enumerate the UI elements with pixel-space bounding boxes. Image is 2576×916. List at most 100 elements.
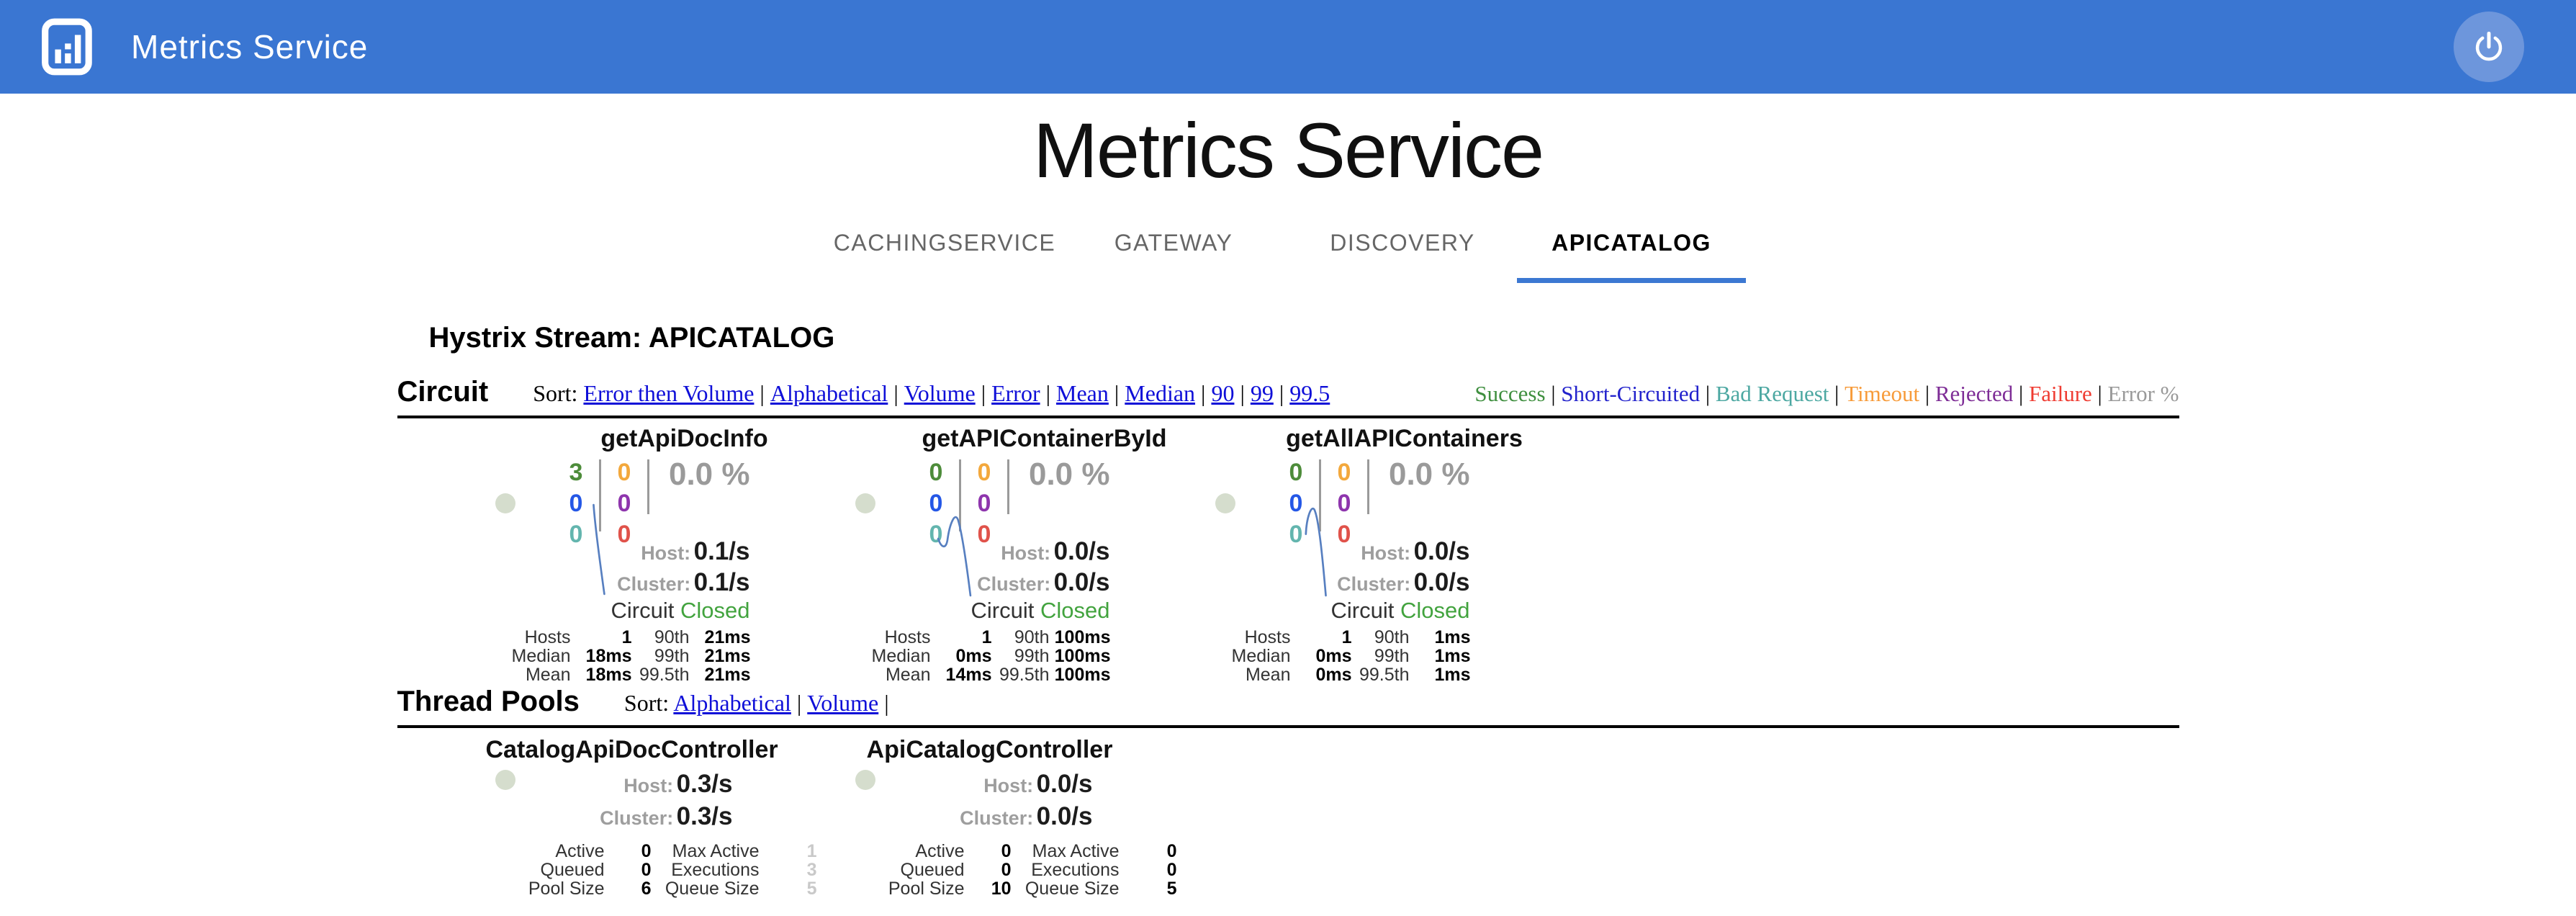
sort-link-volume[interactable]: Volume: [888, 380, 976, 406]
counter-divider: [1366, 459, 1369, 514]
failure-count: 0: [617, 521, 631, 548]
dashboard: Hystrix Stream: APICATALOG Circuit Sort:…: [397, 322, 2179, 898]
short-circuited-count: 0: [569, 490, 583, 517]
cluster-rate-value: 0.0/s: [1053, 568, 1110, 596]
legend-failure: Failure: [2013, 381, 2092, 406]
host-rate-value: 0.0/s: [1413, 537, 1470, 565]
circuit-section-header: Circuit Sort: Error then VolumeAlphabeti…: [397, 376, 2179, 408]
rejected-count: 0: [977, 490, 991, 517]
sort-link-99-5[interactable]: 99.5: [1274, 380, 1330, 406]
sort-link-error-then-volume[interactable]: Error then Volume: [583, 380, 755, 406]
thread-pool-section-title: Thread Pools: [397, 686, 580, 717]
legend-success: Success: [1474, 381, 1546, 406]
timeout-count: 0: [977, 459, 991, 486]
volume-circle: [495, 770, 515, 790]
cluster-rate-value: 0.3/s: [676, 802, 733, 830]
circuit-monitor-getallapicontainers: getAllAPIContainers 0 0 0 0 0 0 0.0 % Ho…: [1206, 424, 1537, 684]
circuit-status: Closed: [1400, 598, 1470, 623]
host-rate-line: Host: 0.1/s: [641, 537, 750, 565]
tab-gateway[interactable]: GATEWAY: [1114, 230, 1233, 256]
counter-divider: [598, 459, 601, 531]
page-title: Metrics Service: [1032, 107, 1544, 194]
host-rate-value: 0.1/s: [693, 537, 750, 565]
rejected-count: 0: [1337, 490, 1351, 517]
host-rate-value: 0.0/s: [1036, 770, 1093, 798]
host-rate-value: 0.3/s: [676, 770, 733, 798]
thread-pool-apicatalogcontroller: ApiCatalogController Host: 0.0/s Cluster…: [846, 735, 1177, 898]
sort-link-error[interactable]: Error: [976, 380, 1040, 406]
request-rate-sparkline: [592, 503, 605, 596]
success-count: 3: [569, 459, 583, 486]
counter-divider: [647, 459, 649, 514]
circuit-monitors: getApiDocInfo 3 0 0 0 0 0 0.0 % Host: 0.…: [486, 424, 2179, 684]
sort-link-mean[interactable]: Mean: [1040, 380, 1109, 406]
volume-circle: [855, 770, 875, 790]
volume-circle: [1215, 493, 1235, 513]
app-title: Metrics Service: [131, 28, 369, 66]
cluster-rate-line: Cluster: 0.0/s: [960, 802, 1093, 830]
cluster-rate-value: 0.1/s: [693, 568, 750, 596]
sort-link-volume[interactable]: Volume: [791, 690, 878, 716]
error-percentage: 0.0 %: [668, 457, 750, 492]
service-tabs: CACHINGSERVICE GATEWAY DISCOVERY APICATA…: [0, 230, 2576, 283]
counter-divider: [1006, 459, 1009, 514]
bad-request-count: 0: [1289, 521, 1303, 548]
counter-divider: [1318, 459, 1321, 531]
rejected-count: 0: [617, 490, 631, 517]
bad-request-count: 0: [569, 521, 583, 548]
cluster-rate-line: Cluster: 0.3/s: [600, 802, 733, 830]
tab-discovery[interactable]: DISCOVERY: [1330, 230, 1475, 256]
host-rate-line: Host: 0.0/s: [983, 770, 1093, 798]
thread-pool-monitors: CatalogApiDocController Host: 0.3/s Clus…: [486, 735, 2179, 898]
host-rate-value: 0.0/s: [1053, 537, 1110, 565]
power-button[interactable]: [2454, 12, 2524, 82]
thread-pool-sort-row: Sort: AlphabeticalVolume: [624, 690, 889, 717]
host-rate-line: Host: 0.3/s: [623, 770, 733, 798]
circuit-monitor-getapidocinfo: getApiDocInfo 3 0 0 0 0 0 0.0 % Host: 0.…: [486, 424, 817, 684]
sort-link-median[interactable]: Median: [1109, 380, 1195, 406]
circuit-name: getAllAPIContainers: [1286, 425, 1523, 452]
thread-pool-catalogapidoccontroller: CatalogApiDocController Host: 0.3/s Clus…: [486, 735, 817, 898]
thread-pool-name: ApiCatalogController: [866, 736, 1113, 763]
request-rate-sparkline: [1304, 507, 1327, 597]
counter-divider: [958, 459, 961, 531]
power-icon: [2475, 31, 2503, 61]
host-rate-line: Host: 0.0/s: [1001, 537, 1110, 565]
sort-link-alphabetical[interactable]: Alphabetical: [673, 690, 791, 716]
request-rate-sparkline: [937, 516, 971, 597]
short-circuited-count: 0: [1289, 490, 1303, 517]
cluster-rate-value: 0.0/s: [1413, 568, 1470, 596]
success-count: 0: [1289, 459, 1303, 486]
sort-link-alphabetical[interactable]: Alphabetical: [754, 380, 888, 406]
circuit-status-line: Circuit Closed: [1330, 598, 1470, 623]
circuit-name: getApiDocInfo: [600, 425, 768, 452]
thread-pool-stats: Active 0 Max Active 1 Queued 0 Executions 3 Po…: [528, 841, 817, 899]
app-header: Metrics Service: [0, 0, 2576, 94]
thread-pool-divider: [397, 725, 2179, 728]
failure-count: 0: [977, 521, 991, 548]
cluster-rate-line: Cluster: 0.0/s: [1337, 568, 1470, 596]
tab-apicatalog[interactable]: APICATALOG: [1517, 230, 1746, 283]
status-legend: SuccessShort-CircuitedBad RequestTimeout…: [1474, 381, 2179, 407]
circuit-status-line: Circuit Closed: [611, 598, 750, 623]
volume-circle: [855, 493, 875, 513]
legend-error-pct: Error %: [2092, 381, 2179, 406]
short-circuited-count: 0: [929, 490, 943, 517]
legend-rejected: Rejected: [1919, 381, 2013, 406]
circuit-sort-row: Sort: Error then VolumeAlphabeticalVolum…: [533, 380, 1330, 407]
circuit-status: Closed: [1040, 598, 1110, 623]
sort-link-99[interactable]: 99: [1234, 380, 1274, 406]
sort-label: Sort:: [533, 380, 578, 406]
legend-short-circuited: Short-Circuited: [1546, 381, 1700, 406]
success-count: 0: [929, 459, 943, 486]
legend-timeout: Timeout: [1829, 381, 1919, 406]
failure-count: 0: [1337, 521, 1351, 548]
sort-link-90[interactable]: 90: [1195, 380, 1234, 406]
bar-chart-icon: [42, 18, 92, 76]
latency-stats: Hosts 1 90th 100ms Median 0ms 99th 100ms Mean 1…: [871, 627, 1111, 685]
thread-pool-name: CatalogApiDocController: [485, 736, 778, 763]
circuit-monitor-getapicontainerbyid: getAPIContainerById 0 0 0 0 0 0 0.0 % Ho…: [846, 424, 1177, 684]
cluster-rate-line: Cluster: 0.0/s: [977, 568, 1110, 596]
circuit-status: Closed: [680, 598, 750, 623]
tab-cachingservice[interactable]: CACHINGSERVICE: [833, 230, 1056, 256]
